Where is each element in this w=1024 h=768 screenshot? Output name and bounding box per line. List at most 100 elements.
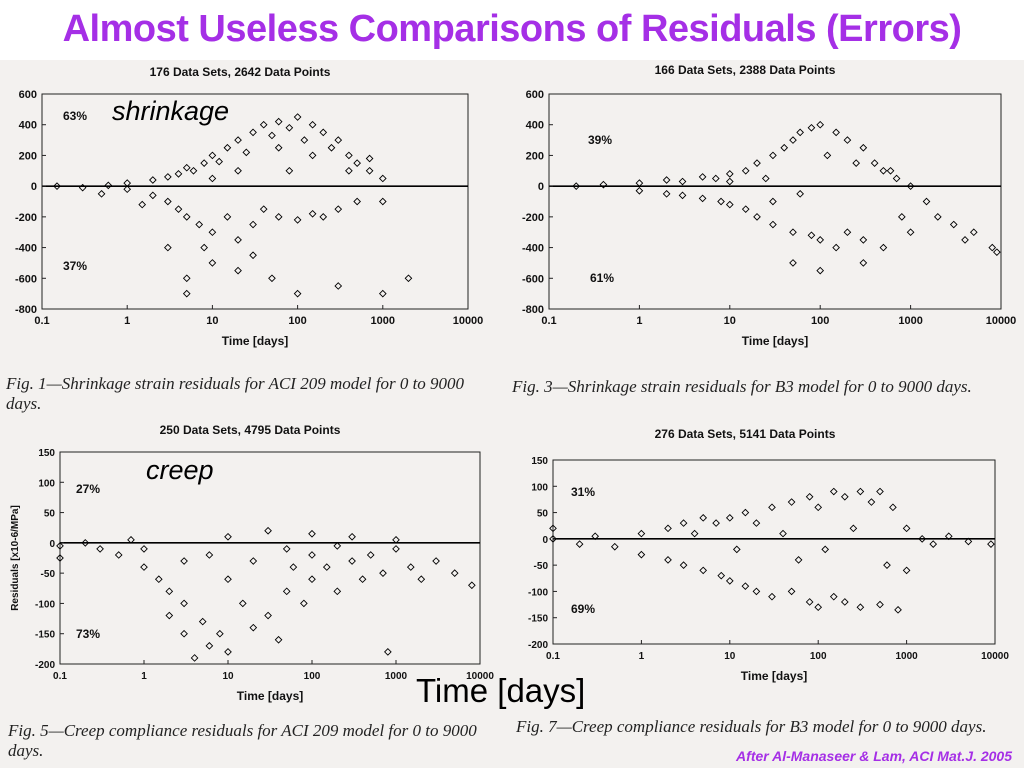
y-tick-label: -600 [522,273,544,285]
x-tick-label: 1 [636,315,642,327]
y-axis-label: Residuals [x10-6/MPa] [10,505,21,611]
data-point [249,623,258,632]
y-tick-label: -200 [15,212,37,224]
data-point [712,519,720,527]
x-axis-label: Time [days] [741,669,807,683]
data-point [365,166,374,175]
data-point [198,617,207,626]
plot-frame [552,459,996,645]
y-tick-label: -200 [35,660,55,671]
data-point [591,532,600,541]
data-point [274,117,283,126]
data-point [549,524,557,533]
data-point [698,194,707,203]
data-point [180,557,188,565]
data-point [725,200,734,209]
data-point [829,487,838,496]
data-point [699,513,708,522]
y-tick-label: -100 [35,599,55,610]
data-point [345,151,353,160]
y-tick-label: -50 [534,561,549,572]
data-point [664,556,672,564]
data-point [717,197,725,206]
overlay-creep: creep [146,455,214,485]
caption-fig5: Fig. 5—Creep compliance residuals for AC… [8,721,477,760]
data-point [870,159,879,167]
data-point [81,539,90,547]
data-point [807,231,816,240]
data-point [223,213,232,221]
data-point [879,166,888,175]
data-point [234,136,242,144]
y-tick-label: 400 [19,120,37,132]
data-point [892,174,901,183]
data-point [300,599,308,608]
data-point [829,592,838,601]
data-point [761,174,770,183]
data-point [725,577,734,585]
data-point [794,556,803,564]
chart-title: 250 Data Sets, 4795 Data Points [160,423,341,437]
data-point [319,213,328,221]
scan-background-bottom [0,425,1024,768]
data-point [174,170,183,178]
data-point [902,524,911,533]
data-point [308,575,316,584]
y-tick-label: 0 [31,181,37,193]
data-point [334,205,343,214]
data-point [238,599,247,608]
data-point [741,166,750,175]
data-point [264,526,272,535]
data-point [662,189,671,198]
data-point [274,143,283,152]
data-point [816,236,825,244]
x-tick-label: 1000 [898,315,922,327]
data-point [224,532,232,541]
x-tick-label: 100 [288,315,306,327]
data-point [282,545,291,553]
data-point [268,274,276,283]
y-tick-label: 50 [44,509,56,520]
data-point [215,157,223,166]
data-point [174,205,183,214]
x-tick-label: 0.1 [53,671,67,682]
data-point [205,641,214,650]
x-tick-label: 10 [206,315,218,327]
scatter-series [572,120,1001,275]
y-tick-label: 150 [38,448,55,459]
data-point [308,529,316,538]
data-point [282,587,291,596]
data-point [384,648,392,656]
data-point [96,545,104,553]
data-point [635,179,644,187]
data-point [856,487,865,496]
data-point [319,128,328,137]
data-point [164,197,172,206]
data-point [823,151,832,160]
data-point [114,551,123,559]
data-point [348,532,356,541]
data-point [164,173,172,181]
data-point [840,598,849,606]
data-point [208,259,217,267]
data-point [732,545,741,554]
chart-fig7: 276 Data Sets, 5141 Data Points150100500… [528,427,1009,683]
data-point [725,513,734,522]
data-point [796,128,804,137]
annotation-above: 27% [76,482,100,496]
data-point [787,587,796,596]
data-point [856,603,865,612]
data-point [182,163,191,172]
data-point [208,151,217,160]
data-point [717,571,726,580]
credit-text: After Al-Manaseer & Lam, ACI Mat.J. 2005 [736,748,1012,764]
y-tick-label: 600 [19,89,37,101]
x-tick-label: 0.1 [541,315,556,327]
scatter-series [53,113,413,298]
data-point [104,181,113,190]
data-point [53,182,61,190]
data-point [140,563,148,571]
data-point [840,492,849,501]
data-point [987,540,995,548]
data-point [849,524,858,533]
